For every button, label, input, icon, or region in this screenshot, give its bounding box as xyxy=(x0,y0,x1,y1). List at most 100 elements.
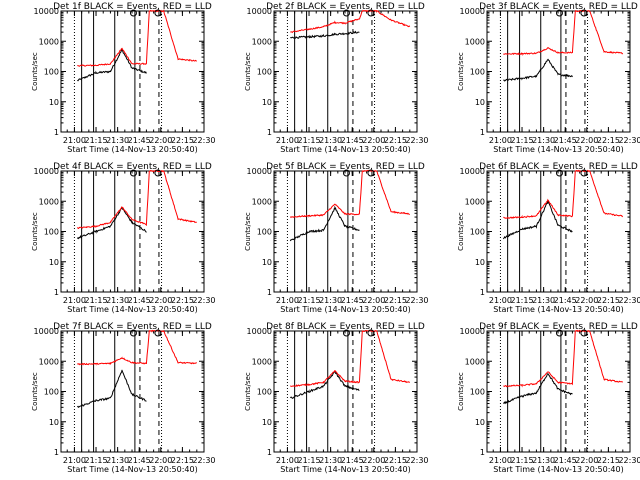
y-tick-label: 1000 xyxy=(252,197,272,206)
subplot-title: Det 3f BLACK = Events, RED = LLD xyxy=(479,2,638,12)
x-tick-label: 22:00 xyxy=(362,456,385,465)
attenuator-marker xyxy=(555,9,563,17)
x-tick-label: 22:30 xyxy=(192,456,215,465)
plot-frame xyxy=(273,10,418,133)
subplot-2: Det 2f BLACK = Events, RED = LLD 1 10 100 10… xyxy=(244,2,429,154)
x-tick-label: 21:30 xyxy=(319,136,342,145)
x-axis-label: Start Time (14-Nov-13 20:50:40) xyxy=(67,145,197,154)
attenuator-marker xyxy=(367,169,375,177)
y-tick-label: 1000 xyxy=(252,357,272,366)
x-tick-label: 21:45 xyxy=(554,136,577,145)
y-tick-label: 1 xyxy=(267,288,272,297)
y-tick-label: 1 xyxy=(480,448,485,457)
y-axis-label: Counts/sec xyxy=(244,212,252,251)
y-tick-label: 1000 xyxy=(465,37,485,46)
plot-frame xyxy=(60,330,205,453)
subplot-8: Det 8f BLACK = Events, RED = LLD 1 10 100 10… xyxy=(244,322,429,474)
x-tick-label: 21:45 xyxy=(341,136,364,145)
plot-frame xyxy=(486,330,631,453)
attenuator-marker xyxy=(580,169,588,177)
y-tick-label: 10 xyxy=(475,418,485,427)
x-tick-label: 21:45 xyxy=(128,136,151,145)
x-tick-label: 21:30 xyxy=(319,296,342,305)
series-line-lld xyxy=(503,9,624,57)
subplot-title: Det 5f BLACK = Events, RED = LLD xyxy=(266,162,425,172)
attenuator-marker xyxy=(555,169,563,177)
x-tick-label: 21:45 xyxy=(554,456,577,465)
x-tick-label: 21:00 xyxy=(276,456,299,465)
attenuator-marker xyxy=(342,9,350,17)
y-tick-label: 10 xyxy=(49,98,59,107)
y-axis-label: Counts/sec xyxy=(31,212,39,251)
x-axis-label: Start Time (14-Nov-13 20:50:40) xyxy=(67,465,197,474)
series-line-lld xyxy=(77,329,198,366)
x-tick-label: 22:15 xyxy=(597,456,620,465)
x-tick-label: 22:15 xyxy=(597,296,620,305)
y-tick-label: 100 xyxy=(44,388,59,397)
y-tick-label: 10000 xyxy=(460,7,485,16)
x-tick-label: 21:00 xyxy=(489,136,512,145)
y-tick-label: 1000 xyxy=(39,197,59,206)
x-tick-label: 21:00 xyxy=(276,136,299,145)
x-tick-label: 21:15 xyxy=(84,456,107,465)
series-line-lld xyxy=(289,329,411,387)
x-tick-label: 22:00 xyxy=(149,456,172,465)
x-tick-label: 22:00 xyxy=(575,456,598,465)
y-axis-label: Counts/sec xyxy=(457,372,465,411)
attenuator-marker xyxy=(129,9,137,17)
x-tick-label: 21:15 xyxy=(510,136,533,145)
subplot-title: Det 2f BLACK = Events, RED = LLD xyxy=(266,2,425,12)
x-tick-label: 22:00 xyxy=(575,296,598,305)
x-axis-label: Start Time (14-Nov-13 20:50:40) xyxy=(67,305,197,314)
x-tick-label: 22:15 xyxy=(384,456,407,465)
y-tick-label: 1000 xyxy=(252,37,272,46)
x-tick-label: 22:30 xyxy=(618,296,640,305)
y-tick-label: 10 xyxy=(49,258,59,267)
x-tick-label: 21:00 xyxy=(276,296,299,305)
series-line-events xyxy=(502,373,573,405)
x-tick-label: 22:15 xyxy=(384,296,407,305)
plot-frame xyxy=(60,170,205,293)
plot-frame xyxy=(273,330,418,453)
x-tick-label: 21:15 xyxy=(84,296,107,305)
y-tick-label: 10 xyxy=(262,98,272,107)
series-line-events xyxy=(503,58,573,82)
x-axis-label: Start Time (14-Nov-13 20:50:40) xyxy=(493,465,623,474)
x-tick-label: 21:00 xyxy=(489,456,512,465)
y-tick-label: 100 xyxy=(44,228,59,237)
y-tick-label: 100 xyxy=(257,68,272,77)
x-tick-label: 21:45 xyxy=(341,296,364,305)
y-tick-label: 10 xyxy=(262,258,272,267)
subplot-title: Det 6f BLACK = Events, RED = LLD xyxy=(479,162,638,172)
x-tick-label: 21:00 xyxy=(63,296,86,305)
y-tick-label: 100 xyxy=(44,68,59,77)
series-line-lld xyxy=(503,169,624,219)
attenuator-marker xyxy=(367,9,375,17)
x-tick-label: 21:15 xyxy=(510,456,533,465)
y-tick-label: 10 xyxy=(262,418,272,427)
x-tick-label: 21:45 xyxy=(554,296,577,305)
series-line-events xyxy=(77,49,147,82)
y-tick-label: 10 xyxy=(475,258,485,267)
x-tick-label: 21:15 xyxy=(297,296,320,305)
y-tick-label: 1 xyxy=(54,288,59,297)
y-axis-label: Counts/sec xyxy=(31,52,39,91)
series-line-events xyxy=(76,207,147,240)
y-axis-label: Counts/sec xyxy=(457,52,465,91)
x-tick-label: 22:15 xyxy=(171,136,194,145)
x-tick-label: 22:15 xyxy=(384,136,407,145)
subplot-9: Det 9f BLACK = Events, RED = LLD 1 10 100 10… xyxy=(457,322,640,474)
series-line-events xyxy=(289,205,360,242)
y-axis-label: Counts/sec xyxy=(244,372,252,411)
y-tick-label: 10000 xyxy=(34,7,59,16)
series-line-lld xyxy=(290,9,411,34)
x-axis-label: Start Time (14-Nov-13 20:50:40) xyxy=(280,465,410,474)
series-line-events xyxy=(289,370,360,399)
x-tick-label: 21:15 xyxy=(297,136,320,145)
y-tick-label: 1 xyxy=(267,448,272,457)
x-tick-label: 22:30 xyxy=(618,136,640,145)
series-line-events xyxy=(76,369,147,409)
x-tick-label: 21:00 xyxy=(489,296,512,305)
attenuator-marker xyxy=(129,169,137,177)
subplot-6: Det 6f BLACK = Events, RED = LLD 1 10 100 10… xyxy=(457,162,640,314)
